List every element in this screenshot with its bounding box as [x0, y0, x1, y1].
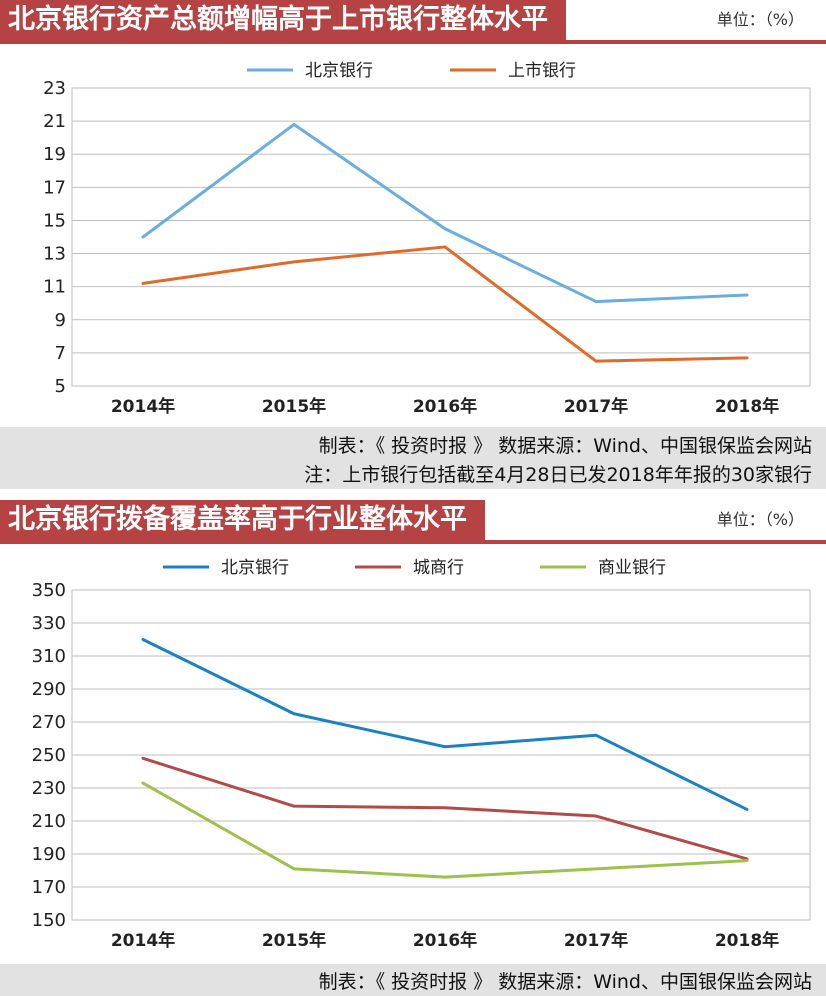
legend-label: 商业银行 [598, 558, 666, 578]
x-tick-label: 2016年 [413, 930, 477, 951]
y-tick-label: 21 [43, 111, 66, 132]
chart2-header: 北京银行拨备覆盖率高于行业整体水平 单位：（%） [0, 500, 826, 544]
x-tick-label: 2014年 [111, 930, 175, 951]
y-tick-label: 350 [32, 580, 66, 601]
plot-frame [71, 87, 811, 387]
y-tick-label: 5 [55, 376, 66, 397]
series-line-2 [141, 756, 749, 861]
chart2-footer: 制表：《 投资时报 》 数据来源：Wind、中国银保监会网站 [0, 964, 826, 996]
chart1-footer: 制表：《 投资时报 》 数据来源：Wind、中国银保监会网站 注：上市银行包括截… [0, 427, 826, 489]
y-tick-label: 11 [43, 277, 66, 298]
x-tick-label: 2017年 [564, 396, 628, 417]
y-tick-label: 23 [43, 78, 66, 99]
series-line-3 [141, 781, 749, 879]
x-tick-label: 2015年 [262, 396, 326, 417]
y-tick-label: 190 [32, 844, 66, 865]
y-tick-label: 310 [32, 646, 66, 667]
y-tick-label: 13 [43, 244, 66, 265]
series-line-2 [141, 245, 749, 363]
x-tick-label: 2017年 [564, 930, 628, 951]
chart1-source: 制表：《 投资时报 》 数据来源：Wind、中国银保监会网站 [318, 435, 812, 457]
legend-label: 城商行 [413, 558, 464, 578]
chart2-plot: 150 170 190 210 230 250 270 290 310 330 350 2014年 20… [32, 558, 811, 951]
legend-label: 北京银行 [305, 61, 373, 81]
chart1-title: 北京银行资产总额增幅高于上市银行整体水平 [0, 0, 566, 40]
series-line-1 [141, 638, 749, 811]
y-tick-label: 15 [43, 210, 66, 231]
y-tick-label: 170 [32, 877, 66, 898]
y-tick-label: 9 [55, 310, 66, 331]
x-tick-label: 2018年 [715, 930, 779, 951]
y-tick-label: 330 [32, 613, 66, 634]
y-tick-label: 7 [55, 343, 66, 364]
y-tick-label: 150 [32, 910, 66, 931]
y-tick-label: 270 [32, 712, 66, 733]
x-tick-label: 2015年 [262, 930, 326, 951]
chart2-unit: 单位：（%） [716, 510, 804, 529]
y-tick-label: 230 [32, 778, 66, 799]
x-tick-label: 2014年 [111, 396, 175, 417]
y-tick-label: 250 [32, 745, 66, 766]
x-tick-label: 2018年 [715, 396, 779, 417]
legend-label: 北京银行 [221, 558, 289, 578]
chart2-source: 制表：《 投资时报 》 数据来源：Wind、中国银保监会网站 [318, 971, 812, 993]
y-tick-label: 19 [43, 144, 66, 165]
y-tick-label: 210 [32, 811, 66, 832]
legend-label: 上市银行 [508, 61, 576, 81]
x-tick-label: 2016年 [413, 396, 477, 417]
chart1-plot: 5 7 9 11 13 15 17 19 21 23 2014年 2015年 2016年 2017年 201… [43, 61, 811, 417]
y-tick-label: 290 [32, 679, 66, 700]
chart1-header: 北京银行资产总额增幅高于上市银行整体水平 单位：（%） [0, 0, 826, 44]
series-line-1 [141, 122, 749, 304]
chart1-note: 注：上市银行包括截至4月28日已发2018年年报的30家银行 [304, 464, 812, 486]
y-tick-label: 17 [43, 177, 66, 198]
chart2-title: 北京银行拨备覆盖率高于行业整体水平 [0, 500, 485, 540]
chart1-unit: 单位：（%） [716, 10, 804, 29]
